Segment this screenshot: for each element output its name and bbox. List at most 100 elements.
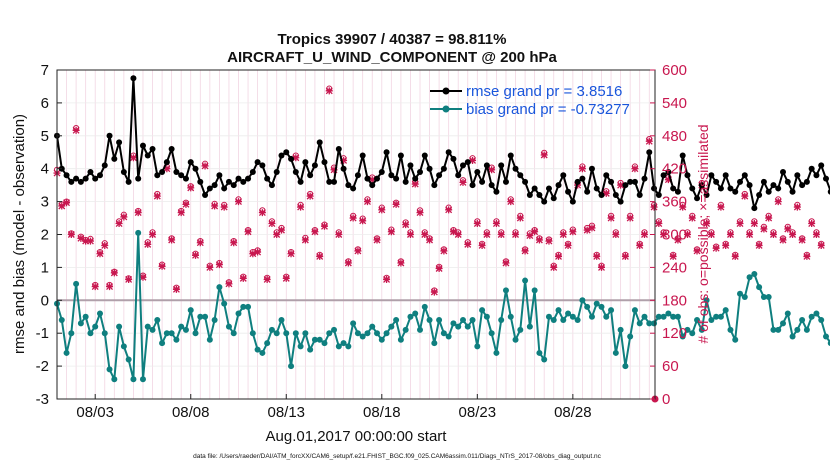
bias-point: [493, 349, 500, 356]
bias-point: [670, 313, 677, 320]
bias-point: [512, 336, 519, 343]
obs-assimilated-marker: [564, 241, 572, 249]
rmse-point: [789, 188, 796, 195]
obs-assimilated-marker: [177, 209, 185, 217]
rmse-point: [163, 159, 170, 166]
bias-point: [502, 287, 509, 294]
obs-assimilated-marker: [731, 252, 739, 260]
rmse-point: [440, 165, 447, 172]
bias-point: [268, 326, 275, 333]
obs-assimilated-marker: [640, 231, 648, 238]
rmse-point: [149, 145, 156, 152]
rmse-point: [273, 168, 280, 175]
rmse-point: [646, 149, 653, 156]
rmse-point: [727, 185, 734, 192]
obs-assimilated-marker: [67, 231, 75, 238]
obs-assimilated-marker: [301, 236, 309, 244]
obs-assimilated-marker: [449, 228, 457, 236]
rmse-point: [526, 192, 533, 199]
obs-assimilated-marker: [645, 137, 653, 145]
obs-assimilated-marker: [263, 275, 271, 283]
rmse-point: [63, 172, 70, 179]
rmse-point: [397, 152, 404, 159]
rmse-point: [393, 175, 400, 182]
rmse-point: [493, 188, 500, 195]
rmse-point: [660, 172, 667, 179]
rmse-point: [732, 188, 739, 195]
rmse-point: [565, 188, 572, 195]
bias-point: [206, 336, 213, 343]
obs-assimilated-marker: [273, 231, 281, 238]
bias-point: [803, 326, 810, 333]
rmse-point: [641, 175, 648, 182]
rmse-point: [216, 172, 223, 179]
obs-assimilated-marker: [464, 240, 472, 248]
bias-point: [708, 317, 715, 324]
bias-point: [541, 356, 548, 363]
bias-point: [569, 313, 576, 320]
rmse-point: [135, 175, 142, 182]
bias-point: [254, 346, 261, 353]
rmse-point: [560, 172, 567, 179]
bias-point: [68, 330, 75, 337]
rmse-point: [737, 178, 744, 185]
obs-assimilated-marker: [808, 220, 816, 228]
bias-point: [674, 313, 681, 320]
right-tick-label: 600: [662, 62, 687, 79]
x-axis-label: Aug.01,2017 00:00:00 start: [266, 428, 448, 445]
obs-assimilated-marker: [621, 252, 629, 260]
rmse-point: [502, 178, 509, 185]
rmse-point: [522, 178, 529, 185]
rmse-point: [469, 182, 476, 189]
rmse-point: [698, 182, 705, 189]
bias-series: [54, 229, 830, 383]
legend: rmse grand pr = 3.8516 bias grand pr = -…: [430, 83, 630, 118]
bias-point: [221, 300, 228, 307]
obs-assimilated-marker: [473, 220, 481, 228]
obs-assimilated-marker: [201, 162, 209, 170]
rmse-point: [359, 152, 366, 159]
rmse-point: [374, 175, 381, 182]
obs-assimilated-marker: [607, 214, 615, 222]
bias-point: [469, 317, 476, 324]
bias-point: [135, 229, 142, 236]
bias-point: [202, 313, 209, 320]
obs-assimilated-marker: [459, 178, 467, 186]
rmse-point: [598, 192, 605, 199]
rmse-point: [536, 192, 543, 199]
obs-assimilated-marker: [311, 228, 319, 236]
obs-assimilated-marker: [258, 209, 266, 217]
obs-assimilated-marker: [368, 176, 376, 184]
bias-point: [211, 317, 218, 324]
obs-assimilated-marker: [320, 222, 328, 230]
chart-title-line2: AIRCRAFT_U_WIND_COMPONENT @ 200 hPa: [227, 49, 557, 66]
rmse-series: [54, 75, 830, 212]
obs-assimilated-marker: [373, 236, 381, 244]
rmse-point: [655, 192, 662, 199]
rmse-point: [803, 178, 810, 185]
right-tick-label: 300: [662, 227, 687, 244]
rmse-point: [340, 165, 347, 172]
rmse-point: [818, 162, 825, 169]
obs-assimilated-marker: [535, 236, 543, 244]
bias-point: [388, 323, 395, 330]
obs-assimilated-marker: [426, 236, 434, 244]
bias-point: [741, 294, 748, 301]
obs-assimilated-marker: [598, 263, 606, 271]
obs-assimilated-marker: [196, 239, 204, 247]
rmse-point: [679, 152, 686, 159]
obs-assimilated-marker: [254, 248, 262, 256]
obs-assimilated-marker: [96, 250, 104, 258]
obs-assimilated-marker: [206, 263, 214, 271]
bias-point: [421, 303, 428, 310]
bias-point: [335, 343, 342, 350]
right-tick-label: 360: [662, 194, 687, 211]
obs-assimilated-marker: [340, 156, 348, 164]
bias-point: [780, 320, 787, 327]
bias-point: [703, 297, 710, 304]
rmse-point: [101, 162, 108, 169]
bias-point: [374, 330, 381, 337]
x-tick-label: 08/08: [172, 404, 210, 421]
bias-point: [440, 330, 447, 337]
rmse-point: [73, 175, 80, 182]
